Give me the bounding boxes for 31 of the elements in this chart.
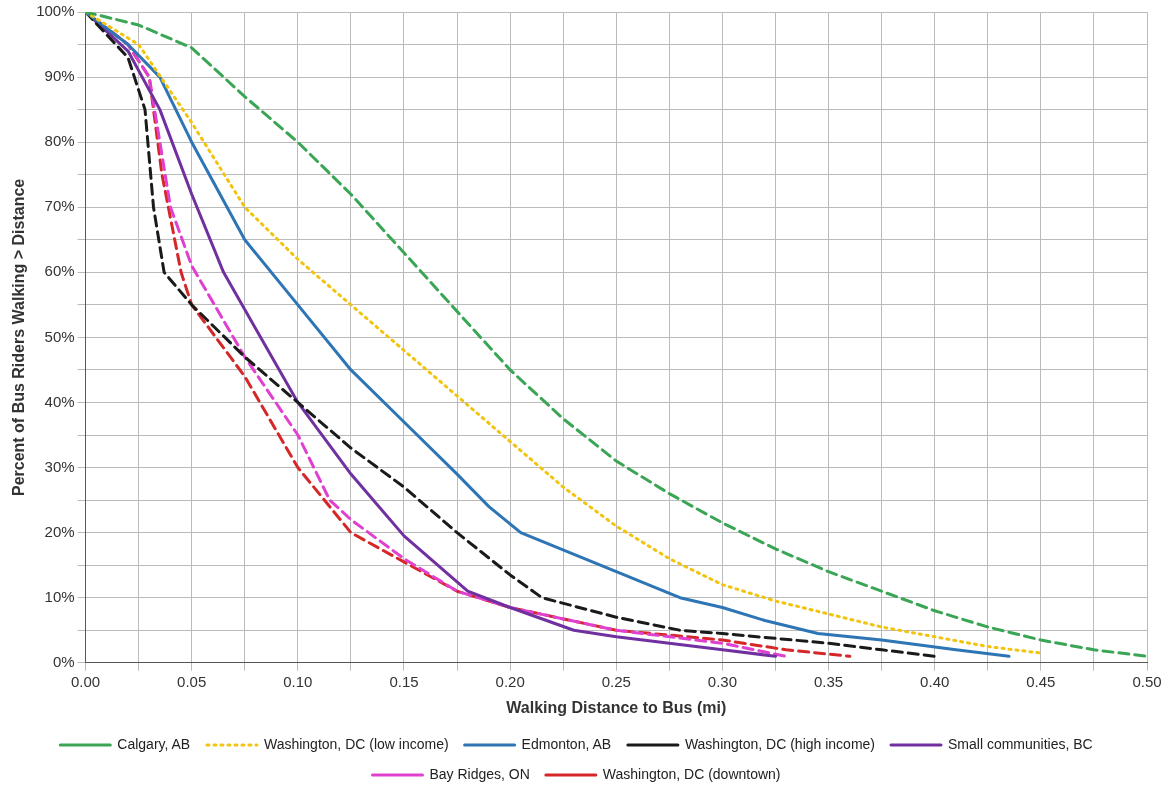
y-tick-label: 80% — [44, 132, 75, 150]
x-tick-label: 0.25 — [601, 672, 631, 690]
legend-label: Small communities, BC — [948, 735, 1093, 752]
x-tick-label: 0.05 — [177, 672, 207, 690]
x-tick-label: 0.15 — [389, 672, 419, 690]
y-tick-label: 50% — [44, 327, 75, 345]
y-tick-label: 30% — [44, 457, 75, 475]
x-tick-label: 0.10 — [283, 672, 313, 690]
y-tick-label: 40% — [44, 392, 75, 410]
legend-label: Washington, DC (low income) — [263, 735, 449, 752]
x-tick-label: 0.35 — [813, 672, 844, 690]
y-tick-label: 90% — [44, 67, 75, 85]
x-axis-title: Walking Distance to Bus (mi) — [506, 698, 727, 716]
x-tick-label: 0.20 — [495, 672, 525, 690]
x-tick-label: 0.40 — [920, 672, 950, 690]
y-axis-title: Percent of Bus Riders Walking > Distance — [10, 178, 28, 497]
y-tick-label: 20% — [44, 522, 75, 540]
x-tick-label: 0.00 — [70, 672, 101, 690]
legend-label: Bay Ridges, ON — [429, 765, 530, 782]
x-tick-label: 0.50 — [1132, 672, 1162, 690]
legend-label: Edmonton, AB — [521, 735, 612, 752]
legend-label: Washington, DC (high income) — [684, 735, 876, 752]
y-tick-label: 60% — [44, 262, 75, 280]
y-tick-label: 100% — [36, 2, 75, 20]
y-tick-label: 10% — [44, 587, 75, 605]
y-tick-label: 70% — [44, 197, 75, 215]
x-tick-label: 0.45 — [1026, 672, 1056, 690]
y-tick-label: 0% — [52, 652, 75, 670]
legend-label: Washington, DC (downtown) — [602, 765, 781, 782]
legend-label: Calgary, AB — [117, 735, 191, 752]
x-tick-label: 0.30 — [707, 672, 738, 690]
